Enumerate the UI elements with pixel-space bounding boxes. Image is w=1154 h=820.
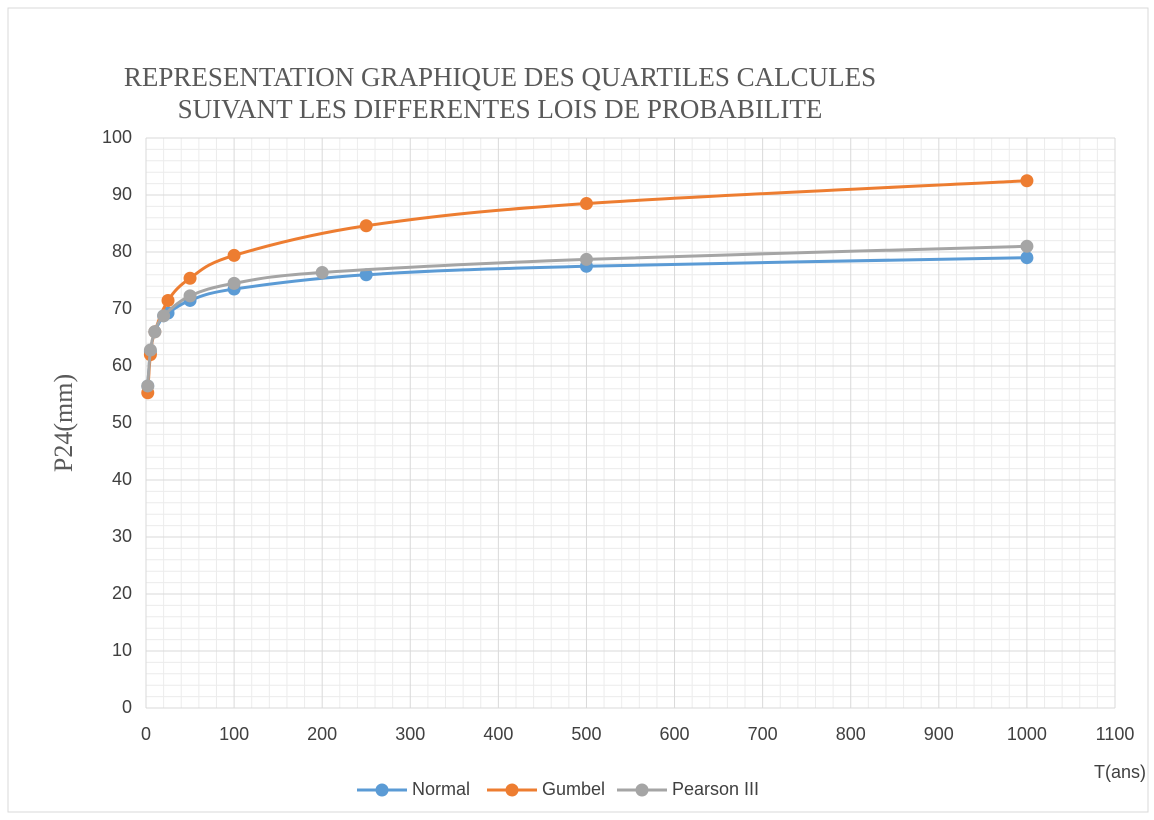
y-tick-label: 40 [112, 469, 132, 489]
data-point [359, 219, 373, 233]
x-tick-label: 1000 [1007, 724, 1047, 744]
data-point [579, 252, 593, 266]
data-point [183, 289, 197, 303]
y-tick-label: 80 [112, 241, 132, 261]
y-tick-label: 30 [112, 526, 132, 546]
data-point [148, 325, 162, 339]
chart-title: SUIVANT LES DIFFERENTES LOIS DE PROBABIL… [178, 94, 823, 124]
chart-title: REPRESENTATION GRAPHIQUE DES QUARTILES C… [124, 62, 876, 92]
data-point [579, 197, 593, 211]
data-point [227, 276, 241, 290]
y-tick-label: 90 [112, 184, 132, 204]
y-tick-label: 70 [112, 298, 132, 318]
data-point [315, 266, 329, 280]
x-tick-label: 0 [141, 724, 151, 744]
x-tick-label: 400 [483, 724, 513, 744]
data-point [359, 268, 373, 282]
data-point [227, 248, 241, 262]
y-axis-label: P24(mm) [49, 374, 78, 472]
x-tick-label: 200 [307, 724, 337, 744]
legend-label: Pearson III [672, 779, 759, 799]
x-tick-label: 500 [571, 724, 601, 744]
x-tick-label: 100 [219, 724, 249, 744]
chart-frame [7, 7, 1149, 813]
x-axis-label: T(ans) [1094, 762, 1146, 782]
data-point [141, 379, 155, 393]
legend-label: Gumbel [542, 779, 605, 799]
data-point [1020, 174, 1034, 188]
y-tick-label: 60 [112, 355, 132, 375]
data-point [183, 271, 197, 285]
y-tick-label: 10 [112, 640, 132, 660]
x-tick-label: 800 [836, 724, 866, 744]
data-point [1020, 251, 1034, 265]
y-tick-label: 20 [112, 583, 132, 603]
legend-swatch [505, 783, 519, 797]
data-point [157, 309, 171, 323]
y-tick-label: 50 [112, 412, 132, 432]
x-tick-label: 300 [395, 724, 425, 744]
x-tick-label: 700 [748, 724, 778, 744]
data-point [1020, 239, 1034, 253]
data-point [161, 293, 175, 307]
legend-label: Normal [412, 779, 470, 799]
x-tick-label: 1100 [1096, 724, 1135, 744]
x-tick-label: 900 [924, 724, 954, 744]
data-point [143, 343, 157, 357]
x-tick-label: 600 [660, 724, 690, 744]
legend-swatch [635, 783, 649, 797]
y-tick-label: 0 [122, 697, 132, 717]
legend-swatch [375, 783, 389, 797]
y-tick-label: 100 [102, 127, 132, 147]
